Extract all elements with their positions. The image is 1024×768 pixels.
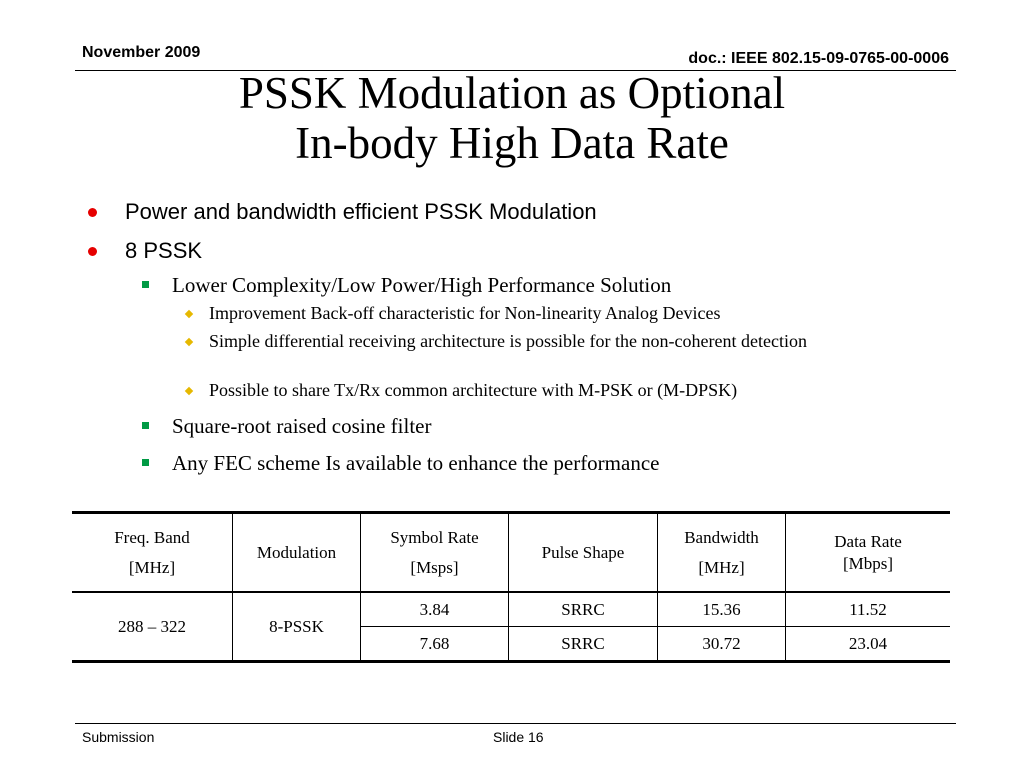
title-line-1: PSSK Modulation as Optional: [238, 68, 786, 118]
footer-slide-number: Slide 16: [493, 729, 544, 745]
bullet-text: Power and bandwidth efficient PSSK Modul…: [125, 199, 597, 224]
table-row: 7.68 SRRC 30.72 23.04: [72, 626, 950, 662]
bullet-diamond-icon: [184, 386, 194, 396]
header-text: Modulation: [256, 542, 337, 562]
bullet-diamond-icon: [184, 337, 194, 347]
footer-rule: [75, 723, 956, 724]
header-text: Bandwidth: [684, 527, 759, 547]
bullet-text: 8 PSSK: [125, 238, 203, 263]
header-cell-bandwidth: Bandwidth [MHz]: [657, 512, 786, 593]
cell-pulse-shape: SRRC: [508, 626, 658, 662]
header-rule: [75, 70, 956, 71]
bullet-text: Improvement Back-off characteristic for …: [209, 303, 721, 323]
header-cell-freq-band: Freq. Band [MHz]: [72, 512, 233, 593]
bullet-diamond-icon: [184, 309, 194, 319]
cell-data-rate: 11.52: [785, 591, 950, 627]
cell-freq-band: 288 – 322: [72, 591, 233, 662]
cell-modulation: 8-PSSK: [232, 591, 361, 662]
header-cell-data-rate: Data Rate [Mbps]: [785, 512, 950, 593]
cell-data-rate: 23.04: [785, 626, 950, 662]
header-date: November 2009: [82, 44, 201, 61]
header-unit: [Mbps]: [842, 553, 894, 573]
bullet-dot-icon: [88, 208, 97, 217]
table-row: 288 – 322 8-PSSK 3.84 SRRC 15.36 11.52: [72, 591, 950, 662]
header-cell-pulse-shape: Pulse Shape: [508, 512, 658, 593]
cell-bandwidth: 15.36: [657, 591, 786, 627]
header-unit: [MHz]: [698, 557, 745, 577]
header-cell-symbol-rate: Symbol Rate [Msps]: [360, 512, 509, 593]
bullet-text: Lower Complexity/Low Power/High Performa…: [172, 273, 672, 297]
cell-bandwidth: 30.72: [657, 626, 786, 662]
header-text: Pulse Shape: [541, 542, 625, 562]
table-header-row: Freq. Band [MHz] Modulation Symbol Rate [M…: [72, 512, 950, 593]
title-line-2: In-body High Data Rate: [295, 118, 729, 168]
footer-submission: Submission: [82, 729, 155, 745]
bullet-dot-icon: [88, 247, 97, 256]
header-cell-modulation: Modulation: [232, 512, 361, 593]
bullet-square-icon: [142, 281, 149, 288]
header-doc-id: doc.: IEEE 802.15-09-0765-00-0006: [688, 50, 949, 67]
bullet-square-icon: [142, 459, 149, 466]
pssk-parameter-table: Freq. Band [MHz] Modulation Symbol Rate [M…: [72, 511, 950, 663]
bullet-text: Simple differential receiving architectu…: [209, 331, 807, 351]
slide-title: PSSK Modulation as Optional In-body High…: [0, 68, 1024, 168]
header-unit: [Msps]: [410, 557, 459, 577]
header-text: Symbol Rate: [390, 527, 479, 547]
cell-symbol-rate: 3.84: [360, 591, 509, 627]
bullet-square-icon: [142, 422, 149, 429]
bullet-text: Square-root raised cosine filter: [172, 414, 432, 438]
cell-symbol-rate: 7.68: [360, 626, 509, 662]
header-unit: [MHz]: [128, 557, 176, 577]
header-text: Data Rate: [834, 531, 902, 551]
header-text: Freq. Band: [114, 527, 190, 547]
cell-pulse-shape: SRRC: [508, 591, 658, 627]
bullet-text: Any FEC scheme Is available to enhance t…: [172, 451, 660, 475]
bullet-text: Possible to share Tx/Rx common architect…: [209, 380, 738, 400]
